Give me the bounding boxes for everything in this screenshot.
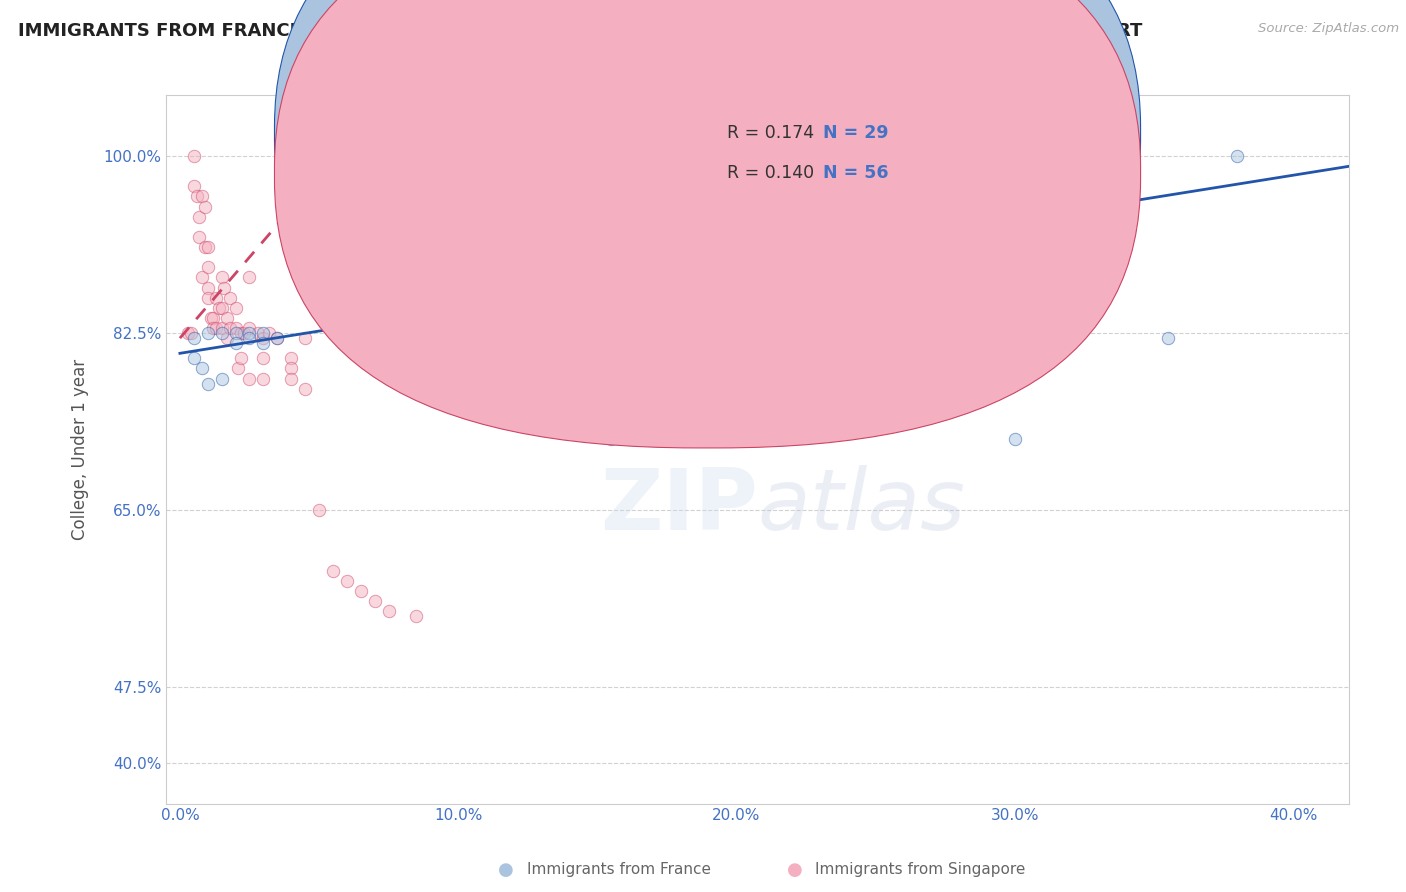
Point: [280, 371, 302, 385]
Point: [197, 326, 219, 340]
Point: [252, 331, 274, 345]
Point: [419, 326, 441, 340]
Point: [1226, 149, 1249, 163]
Point: [600, 433, 623, 447]
Point: [205, 291, 228, 305]
Text: N = 56: N = 56: [823, 164, 889, 182]
Point: [197, 260, 219, 275]
Point: [1157, 331, 1180, 345]
Point: [225, 336, 247, 351]
Point: [202, 321, 225, 335]
Point: [377, 604, 399, 618]
Point: [238, 331, 260, 345]
Point: [252, 351, 274, 366]
Point: [197, 291, 219, 305]
Point: [502, 336, 524, 351]
Point: [219, 291, 242, 305]
Point: [180, 326, 202, 340]
Text: ●: ●: [786, 861, 803, 879]
Point: [308, 503, 330, 517]
Point: [252, 326, 274, 340]
Point: [211, 270, 233, 285]
Point: [225, 321, 247, 335]
Point: [252, 371, 274, 385]
Text: R = 0.174: R = 0.174: [727, 124, 814, 142]
Point: [200, 310, 222, 325]
Point: [228, 361, 250, 376]
Point: [225, 301, 247, 315]
Point: [197, 240, 219, 254]
Point: [202, 310, 225, 325]
Point: [280, 351, 302, 366]
Point: [183, 179, 205, 194]
Point: [183, 351, 205, 366]
Point: [572, 397, 595, 411]
Point: [211, 321, 233, 335]
Text: Immigrants from Singapore: Immigrants from Singapore: [815, 863, 1026, 877]
Point: [238, 321, 260, 335]
Point: [205, 321, 228, 335]
Point: [214, 280, 236, 294]
Point: [336, 574, 359, 588]
Point: [186, 189, 208, 203]
Point: [194, 200, 217, 214]
Point: [211, 371, 233, 385]
Point: [188, 230, 211, 244]
Point: [725, 326, 748, 340]
Point: [225, 326, 247, 340]
Point: [191, 270, 214, 285]
Point: [238, 326, 260, 340]
Point: [183, 149, 205, 163]
Text: ●: ●: [498, 861, 515, 879]
Point: [232, 326, 254, 340]
Point: [336, 276, 359, 290]
Point: [350, 270, 373, 285]
Text: IMMIGRANTS FROM FRANCE VS IMMIGRANTS FROM SINGAPORE COLLEGE, UNDER 1 YEAR CORREL: IMMIGRANTS FROM FRANCE VS IMMIGRANTS FRO…: [18, 22, 1143, 40]
Point: [194, 240, 217, 254]
Point: [238, 371, 260, 385]
Point: [851, 326, 873, 340]
Text: N = 29: N = 29: [823, 124, 889, 142]
Point: [211, 301, 233, 315]
Point: [294, 331, 316, 345]
Text: Source: ZipAtlas.com: Source: ZipAtlas.com: [1258, 22, 1399, 36]
Point: [280, 361, 302, 376]
Text: ZIP: ZIP: [599, 465, 758, 548]
Point: [191, 361, 214, 376]
Text: atlas: atlas: [758, 465, 966, 548]
Point: [322, 564, 344, 578]
Point: [191, 189, 214, 203]
Point: [197, 376, 219, 391]
Point: [628, 336, 651, 351]
Point: [266, 331, 288, 345]
Point: [1004, 433, 1026, 447]
Text: Immigrants from France: Immigrants from France: [527, 863, 711, 877]
Point: [266, 331, 288, 345]
Point: [364, 594, 387, 608]
Point: [197, 280, 219, 294]
Point: [257, 326, 280, 340]
Text: R = 0.140: R = 0.140: [727, 164, 814, 182]
Point: [246, 326, 269, 340]
Y-axis label: College, Under 1 year: College, Under 1 year: [72, 359, 89, 540]
Point: [238, 270, 260, 285]
Point: [252, 336, 274, 351]
Point: [231, 326, 253, 340]
Point: [177, 326, 200, 340]
Point: [754, 351, 776, 366]
Point: [419, 331, 441, 345]
Point: [188, 210, 211, 224]
Point: [294, 382, 316, 396]
Point: [217, 310, 239, 325]
Point: [219, 321, 242, 335]
Point: [183, 331, 205, 345]
Point: [530, 331, 553, 345]
Point: [231, 351, 253, 366]
Point: [350, 584, 373, 599]
Point: [405, 609, 427, 624]
Point: [211, 326, 233, 340]
Point: [217, 331, 239, 345]
Point: [208, 301, 231, 315]
